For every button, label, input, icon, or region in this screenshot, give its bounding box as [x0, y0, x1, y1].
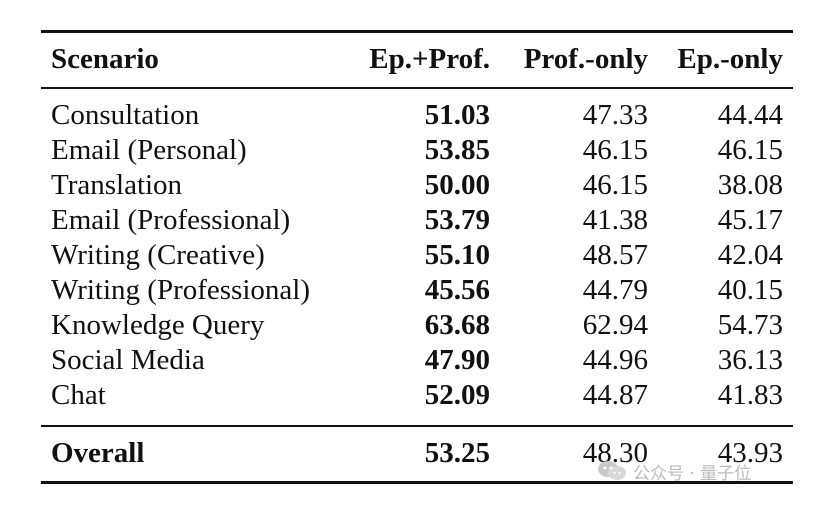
header-rule [41, 87, 793, 89]
row-ep-only: 40.15 [717, 274, 783, 306]
table-row: Email (Professional) 53.79 41.38 45.17 [41, 202, 793, 238]
table-row: Chat 52.09 44.87 41.83 [41, 377, 793, 413]
row-scenario: Email (Professional) [51, 204, 291, 236]
row-ep-only: 44.44 [717, 99, 783, 131]
row-ep-prof: 53.85 [424, 134, 490, 166]
row-scenario: Chat [51, 379, 106, 411]
wechat-icon [597, 460, 627, 482]
table-row: Social Media 47.90 44.96 36.13 [41, 342, 793, 378]
header-scenario: Scenario [51, 43, 159, 75]
overall-row: Overall 53.25 48.30 43.93 [41, 435, 793, 471]
table-row: Translation 50.00 46.15 38.08 [41, 167, 793, 203]
top-rule [41, 30, 793, 33]
watermark-text: 公众号 · 量子位 [633, 463, 752, 484]
row-ep-only: 42.04 [717, 239, 783, 271]
row-scenario: Writing (Creative) [51, 239, 265, 271]
row-prof-only: 62.94 [582, 309, 648, 341]
row-prof-only: 48.57 [582, 239, 648, 271]
row-prof-only: 46.15 [582, 134, 648, 166]
header-prof-only: Prof.-only [523, 43, 648, 75]
table-row: Email (Personal) 53.85 46.15 46.15 [41, 132, 793, 168]
table-row: Consultation 51.03 47.33 44.44 [41, 97, 793, 133]
overall-ep-prof: 53.25 [424, 437, 490, 469]
row-ep-prof: 53.79 [424, 204, 490, 236]
row-ep-only: 36.13 [717, 344, 783, 376]
header-ep-only: Ep.-only [677, 43, 783, 75]
watermark: 公众号 · 量子位 [597, 458, 751, 484]
row-ep-prof: 51.03 [424, 99, 490, 131]
table-row: Writing (Professional) 45.56 44.79 40.15 [41, 272, 793, 308]
row-prof-only: 47.33 [582, 99, 648, 131]
row-scenario: Translation [51, 169, 183, 201]
row-scenario: Writing (Professional) [51, 274, 310, 306]
row-ep-only: 46.15 [717, 134, 783, 166]
row-ep-only: 41.83 [717, 379, 783, 411]
bottom-rule [41, 481, 793, 484]
row-prof-only: 41.38 [582, 204, 648, 236]
row-ep-prof: 52.09 [424, 379, 490, 411]
row-prof-only: 46.15 [582, 169, 648, 201]
row-scenario: Social Media [51, 344, 205, 376]
row-scenario: Email (Personal) [51, 134, 247, 166]
row-ep-prof: 47.90 [424, 344, 490, 376]
row-ep-only: 54.73 [717, 309, 783, 341]
row-prof-only: 44.96 [582, 344, 648, 376]
header-row: Scenario Ep.+Prof. Prof.-only Ep.-only [41, 41, 793, 77]
row-prof-only: 44.79 [582, 274, 648, 306]
table-row: Knowledge Query 63.68 62.94 54.73 [41, 307, 793, 343]
row-ep-only: 45.17 [717, 204, 783, 236]
header-ep-prof: Ep.+Prof. [369, 43, 490, 75]
row-ep-prof: 45.56 [424, 274, 490, 306]
table-row: Writing (Creative) 55.10 48.57 42.04 [41, 237, 793, 273]
row-ep-prof: 50.00 [424, 169, 490, 201]
row-ep-prof: 55.10 [424, 239, 490, 271]
overall-scenario: Overall [51, 437, 145, 469]
row-prof-only: 44.87 [582, 379, 648, 411]
row-scenario: Consultation [51, 99, 200, 131]
row-ep-only: 38.08 [717, 169, 783, 201]
overall-ep-only: 43.93 [717, 437, 783, 469]
row-scenario: Knowledge Query [51, 309, 265, 341]
overall-rule [41, 425, 793, 427]
row-ep-prof: 63.68 [424, 309, 490, 341]
